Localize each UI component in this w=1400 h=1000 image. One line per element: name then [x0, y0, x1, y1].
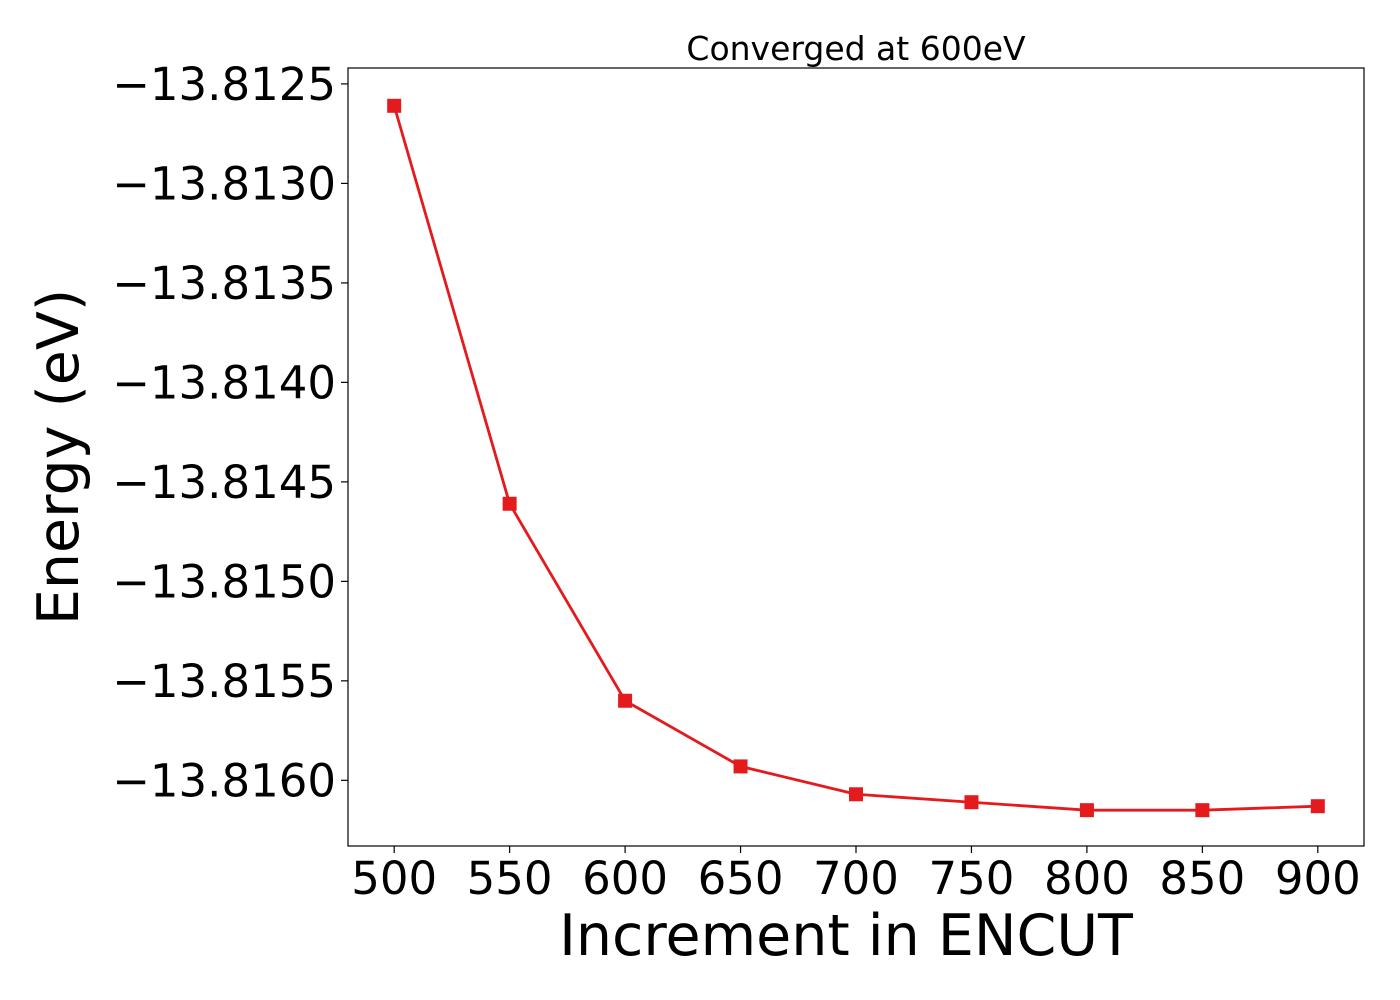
x-tick-label: 850 — [1159, 852, 1245, 905]
data-point-marker — [733, 759, 748, 774]
x-axis-ticks: 500 550 600 650 700 750 800 850 900 — [351, 846, 1361, 905]
y-tick-label: −13.8130 — [112, 157, 336, 210]
data-point-marker — [387, 98, 402, 113]
data-point-marker — [1310, 799, 1325, 814]
y-tick-label: −13.8150 — [112, 555, 336, 608]
x-axis-label: Increment in ENCUT — [559, 903, 1133, 969]
y-axis-label: Energy (eV) — [26, 289, 92, 625]
y-tick-label: −13.8145 — [112, 456, 336, 509]
x-tick-label: 700 — [813, 852, 899, 905]
data-point-marker — [1195, 803, 1210, 818]
x-tick-label: 600 — [582, 852, 668, 905]
y-tick-label: −13.8125 — [112, 58, 336, 111]
y-axis-ticks: −13.8125 −13.8130 −13.8135 −13.8140 −13.8145… — [112, 58, 348, 807]
y-tick-label: −13.8155 — [112, 655, 336, 708]
y-tick-label: −13.8160 — [112, 754, 336, 807]
x-tick-label: 750 — [929, 852, 1015, 905]
series-layer — [387, 98, 1325, 818]
data-point-marker — [964, 795, 979, 810]
data-point-marker — [618, 693, 633, 708]
data-point-marker — [849, 787, 863, 802]
data-point-marker — [1079, 803, 1094, 818]
chart-title: Converged at 600eV — [686, 29, 1026, 68]
x-tick-label: 900 — [1275, 852, 1361, 905]
x-tick-label: 550 — [467, 852, 553, 905]
x-tick-label: 500 — [351, 852, 437, 905]
x-tick-label: 650 — [698, 852, 784, 905]
y-tick-label: −13.8140 — [112, 356, 336, 409]
x-tick-label: 800 — [1044, 852, 1130, 905]
data-point-marker — [502, 496, 517, 511]
series-line — [392, 105, 1318, 812]
y-tick-label: −13.8135 — [112, 257, 336, 310]
plot-area-frame — [347, 67, 1365, 847]
